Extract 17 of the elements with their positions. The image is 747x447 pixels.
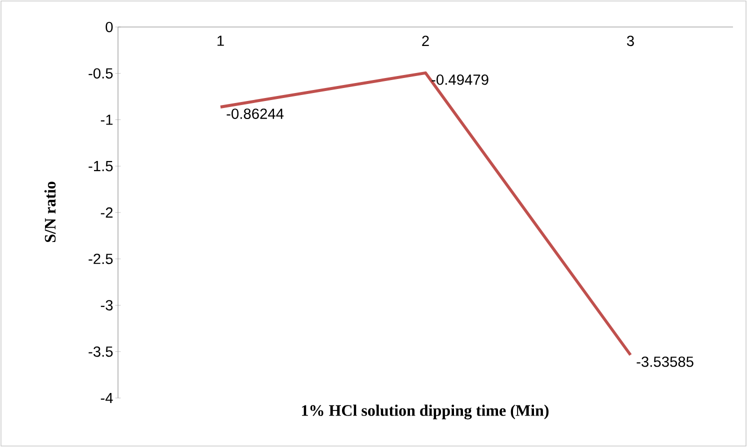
y-tick-label: -2 xyxy=(100,207,113,218)
y-tick-label: -3 xyxy=(100,300,113,310)
y-tick-label: 0 xyxy=(106,22,113,32)
x-tick-label: 3 xyxy=(626,36,634,46)
x-axis-title: 1% HCl solution dipping time (Min) xyxy=(302,404,549,420)
y-tick-label: -3.5 xyxy=(88,346,113,357)
y-tick-label: -2.5 xyxy=(88,254,113,264)
y-axis-title: S/N ratio xyxy=(44,182,56,242)
data-label: -0.49479 xyxy=(432,74,488,85)
x-tick-label: 1 xyxy=(218,36,224,46)
data-label: -3.53585 xyxy=(636,356,694,367)
y-tick-label: -4 xyxy=(100,392,113,404)
y-tick-label: -0.5 xyxy=(88,68,113,79)
y-tick-label: -1.5 xyxy=(88,161,113,172)
x-tick-label: 2 xyxy=(422,36,429,46)
data-label: -0.86244 xyxy=(226,108,284,119)
y-tick-label: -1 xyxy=(100,114,113,125)
